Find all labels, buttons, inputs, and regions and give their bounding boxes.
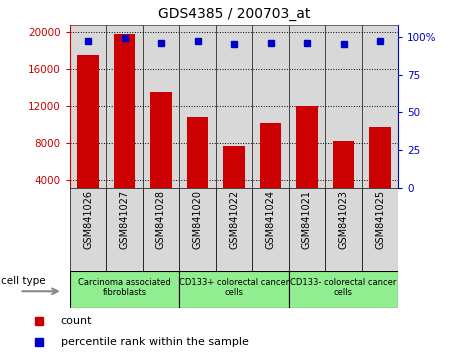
Bar	[369, 127, 391, 217]
Text: GSM841027: GSM841027	[120, 190, 130, 249]
Bar	[106, 25, 143, 188]
Bar	[296, 106, 318, 217]
Title: GDS4385 / 200703_at: GDS4385 / 200703_at	[158, 7, 310, 21]
Bar	[252, 188, 289, 271]
Bar	[179, 25, 216, 188]
Bar	[223, 146, 245, 217]
Bar	[187, 117, 208, 217]
Bar	[362, 25, 398, 188]
Bar	[179, 271, 289, 308]
Bar	[325, 25, 362, 188]
Bar	[150, 92, 172, 217]
Text: CD133- colorectal cancer
cells: CD133- colorectal cancer cells	[290, 278, 397, 297]
Bar	[325, 188, 362, 271]
Bar	[289, 25, 325, 188]
Text: GSM841024: GSM841024	[266, 190, 275, 249]
Bar	[70, 271, 179, 308]
Bar	[70, 188, 106, 271]
Text: CD133+ colorectal cancer
cells: CD133+ colorectal cancer cells	[179, 278, 289, 297]
Bar	[179, 188, 216, 271]
Bar	[333, 141, 355, 217]
Bar	[216, 25, 252, 188]
Bar	[106, 188, 143, 271]
Bar	[289, 188, 325, 271]
Bar	[113, 34, 135, 217]
Bar	[77, 55, 99, 217]
Text: GSM841023: GSM841023	[338, 190, 348, 249]
Text: GSM841026: GSM841026	[83, 190, 93, 249]
Text: GSM841025: GSM841025	[375, 190, 385, 249]
Text: GSM841028: GSM841028	[156, 190, 166, 249]
Text: GSM841022: GSM841022	[229, 190, 239, 249]
Bar	[143, 25, 179, 188]
Bar	[289, 271, 398, 308]
Text: percentile rank within the sample: percentile rank within the sample	[61, 337, 249, 348]
Text: GSM841021: GSM841021	[302, 190, 312, 249]
Bar	[216, 188, 252, 271]
Text: GSM841020: GSM841020	[193, 190, 202, 249]
Bar	[70, 25, 106, 188]
Text: Carcinoma associated
fibroblasts: Carcinoma associated fibroblasts	[78, 278, 171, 297]
Bar	[143, 188, 179, 271]
Bar	[252, 25, 289, 188]
Text: count: count	[61, 316, 92, 326]
Bar	[362, 188, 398, 271]
Text: cell type: cell type	[1, 276, 46, 286]
Bar	[260, 123, 281, 217]
